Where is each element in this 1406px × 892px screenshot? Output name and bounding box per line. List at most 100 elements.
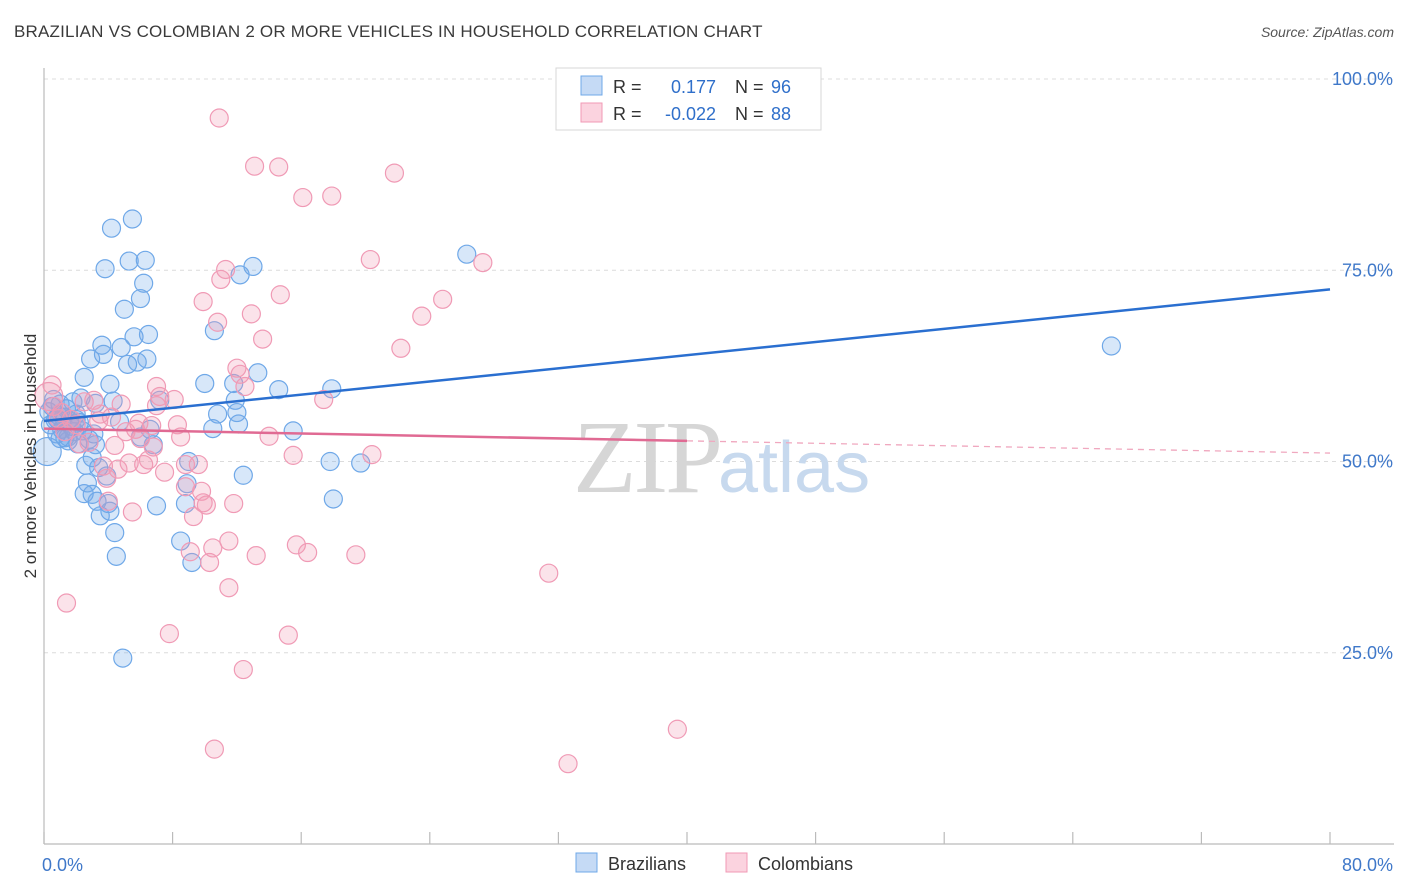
brazilian-point	[74, 484, 94, 504]
brazilian-point	[135, 250, 155, 270]
colombian-point	[55, 422, 75, 442]
legend-n-value-1: 96	[771, 77, 791, 97]
brazilian-point	[171, 531, 191, 551]
colombian-point	[146, 376, 167, 397]
trend-line-colombians	[43, 427, 688, 443]
brazilian-point	[320, 451, 340, 472]
colombian-point	[233, 659, 253, 680]
x-tick-label: 0.0%	[42, 855, 83, 875]
brazilian-point	[119, 251, 139, 271]
watermark: ZIP atlas	[573, 400, 870, 515]
colombian-point	[175, 477, 196, 497]
brazilian-point	[101, 218, 122, 238]
trend-lines	[43, 288, 1331, 454]
brazilian-point	[283, 421, 303, 441]
brazilian-point	[146, 496, 167, 516]
axes	[43, 68, 1394, 845]
y-tick-label: 25.0%	[1342, 643, 1393, 663]
colombian-point	[34, 381, 64, 412]
bottom-legend-swatch-brazilians	[575, 852, 598, 873]
brazilian-point	[32, 436, 62, 467]
colombian-point	[314, 389, 334, 410]
brazilian-point	[81, 349, 101, 369]
colombian-point	[199, 552, 220, 573]
legend-r-label-2: R =	[613, 104, 642, 124]
y-axis-label: 2 or more Vehicles in Household	[21, 334, 40, 579]
colombian-point	[208, 312, 228, 332]
tick-labels: 25.0% 50.0% 75.0% 100.0% 0.0% 80.0%	[42, 69, 1393, 875]
colombian-point	[167, 415, 188, 435]
brazilian-point	[243, 256, 263, 277]
brazilian-point	[74, 367, 94, 387]
brazilian-point	[269, 379, 289, 400]
y-tick-label: 50.0%	[1342, 452, 1393, 472]
colombian-point	[209, 108, 229, 128]
colombian-point	[667, 719, 687, 739]
colombian-point	[433, 289, 453, 309]
colombian-point	[322, 186, 342, 206]
brazilian-point	[322, 379, 342, 399]
colombian-point	[241, 304, 261, 324]
colombian-point	[52, 402, 72, 423]
colombian-point	[270, 285, 290, 305]
brazilian-point	[208, 404, 228, 424]
chart-title: BRAZILIAN VS COLOMBIAN 2 OR MORE VEHICLE…	[14, 22, 763, 41]
brazilian-point	[138, 324, 159, 345]
legend-n-label-1: N =	[735, 77, 764, 97]
brazilian-point	[457, 244, 477, 264]
colombian-point	[391, 338, 411, 358]
colombian-point	[122, 502, 143, 522]
colombian-point	[219, 531, 239, 551]
colombian-point	[259, 426, 279, 446]
colombian-point	[216, 259, 236, 280]
x-tick-label: 80.0%	[1342, 855, 1393, 875]
colombian-point	[244, 156, 265, 176]
colombian-point	[473, 253, 493, 273]
colombian-point	[154, 462, 175, 482]
colombian-point	[183, 506, 204, 527]
colombian-point	[42, 375, 62, 395]
legend-r-value-2: -0.022	[665, 104, 716, 124]
legend-n-value-2: 88	[771, 104, 791, 124]
legend-r-label-1: R =	[613, 77, 642, 97]
brazilian-point	[82, 484, 102, 504]
legend-r-value-1: 0.177	[671, 77, 716, 97]
y-tick-label: 100.0%	[1332, 69, 1393, 89]
colombian-point	[56, 593, 77, 613]
brazilian-point	[100, 501, 120, 521]
brazilian-point	[323, 489, 343, 509]
brazilian-point	[233, 465, 253, 485]
legend-swatch-brazilians	[580, 75, 603, 96]
watermark-atlas: atlas	[718, 428, 870, 508]
colombian-point	[346, 545, 366, 565]
brazilian-point	[134, 273, 154, 293]
colombian-point	[159, 624, 179, 644]
trend-line-colombians-extrapolated	[686, 440, 1331, 454]
colombian-point	[93, 456, 114, 476]
colombian-point	[69, 434, 89, 454]
brazilian-point	[113, 648, 133, 668]
brazilian-point	[228, 414, 249, 434]
colombian-point	[246, 545, 266, 566]
brazilian-point	[130, 288, 151, 309]
brazilian-point	[77, 473, 98, 493]
colombian-point	[180, 542, 200, 562]
colombian-point	[283, 445, 303, 465]
brazilian-point	[95, 259, 115, 279]
bottom-legend-swatch-colombians	[725, 852, 748, 873]
bottom-legend-label-brazilians: Brazilians	[608, 854, 686, 874]
colombian-point	[384, 163, 405, 183]
colombian-point	[219, 578, 239, 598]
colombian-point	[360, 249, 380, 270]
colombian-point	[211, 269, 231, 290]
colombian-point	[193, 292, 213, 312]
colombian-point	[175, 454, 196, 475]
colombian-point	[558, 754, 578, 774]
watermark-zip: ZIP	[573, 400, 720, 515]
legend-n-label-2: N =	[735, 104, 764, 124]
colombian-point	[293, 187, 313, 208]
colombian-point	[204, 739, 224, 759]
y-tick-label: 75.0%	[1342, 260, 1393, 280]
colombian-point	[539, 563, 559, 583]
